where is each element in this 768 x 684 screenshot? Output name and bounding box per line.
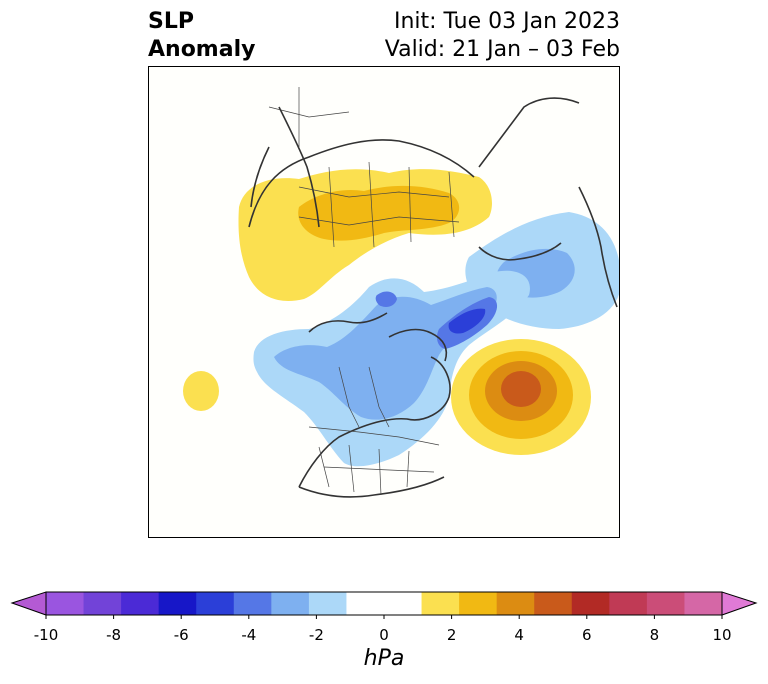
colorbar-tick-label: 4 — [514, 626, 524, 644]
colorbar-segment — [271, 592, 310, 615]
colorbar-tick-label: -8 — [106, 626, 122, 644]
colorbar-tick-label: 8 — [649, 626, 660, 644]
positive-anomaly-north-atlantic — [451, 339, 591, 455]
colorbar-segment — [308, 592, 347, 615]
colorbar-segment — [233, 592, 272, 615]
colorbar-segment — [83, 592, 122, 615]
colorbar-segment — [646, 592, 685, 615]
map-dates: Init: Tue 03 Jan 2023 Valid: 21 Jan – 03… — [385, 8, 620, 64]
colorbar-segment — [121, 592, 160, 615]
colorbar-segment — [384, 592, 423, 615]
colorbar-segment — [459, 592, 498, 615]
colorbar-segment — [534, 592, 573, 615]
title-variable-line2: Anomaly — [148, 37, 256, 62]
negative-anomaly-arctic-north-america — [253, 270, 530, 467]
colorbar-segment — [46, 592, 85, 615]
map-panel — [148, 66, 620, 538]
colorbar-unit-label: hPa — [363, 646, 405, 671]
colorbar-segment — [158, 592, 197, 615]
colorbar-segment — [421, 592, 460, 615]
init-date: Init: Tue 03 Jan 2023 — [393, 9, 620, 34]
colorbar-tick-label: -6 — [173, 626, 189, 644]
colorbar-tick-label: -4 — [241, 626, 257, 644]
colorbar-segment — [684, 592, 723, 615]
coastlines — [248, 97, 618, 498]
colorbar-extend-left — [10, 591, 47, 616]
colorbar-tick-label: 0 — [379, 626, 389, 644]
colorbar-tick-label: -10 — [33, 626, 59, 644]
colorbar-tick-label: 2 — [446, 626, 457, 644]
colorbar-segment — [346, 592, 385, 615]
anomaly-map — [183, 87, 619, 498]
valid-range: Valid: 21 Jan – 03 Feb — [384, 37, 620, 62]
colorbar-tick-label: 6 — [582, 626, 592, 644]
colorbar-tick-label: -2 — [308, 626, 324, 644]
map-title: SLP Anomaly — [148, 8, 255, 64]
colorbar-tick-label: 10 — [712, 626, 732, 644]
title-variable-line1: SLP — [148, 9, 194, 34]
positive-anomaly-siberia — [238, 169, 492, 301]
colorbar-segment — [496, 592, 535, 615]
colorbar-extend-right — [721, 591, 758, 616]
positive-anomaly-north-pacific-small — [183, 371, 219, 411]
colorbar-segment — [196, 592, 235, 615]
colorbar — [10, 591, 758, 619]
country-borders — [268, 87, 460, 496]
colorbar-segment — [609, 592, 648, 615]
colorbar-segment — [571, 592, 610, 615]
